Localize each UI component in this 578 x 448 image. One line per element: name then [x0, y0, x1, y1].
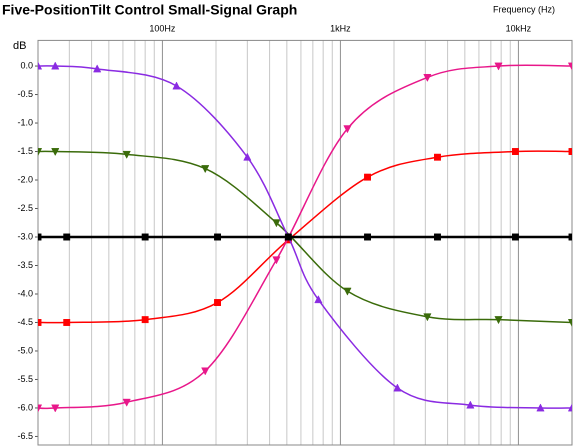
marker — [423, 313, 432, 322]
y-tick-label: -4.0 — [17, 288, 33, 298]
y-tick-label: -5.0 — [17, 345, 33, 355]
marker — [38, 233, 42, 241]
marker — [51, 148, 60, 157]
marker — [201, 165, 210, 174]
marker — [567, 403, 572, 412]
marker — [141, 233, 149, 241]
marker — [343, 287, 352, 296]
y-tick-label: -3.5 — [17, 260, 33, 270]
y-tick-label: -5.5 — [17, 374, 33, 384]
marker — [423, 73, 432, 82]
plot-frame — [37, 39, 573, 446]
marker — [272, 219, 281, 228]
marker — [567, 62, 572, 71]
marker — [201, 367, 210, 376]
marker — [93, 64, 102, 73]
marker — [63, 233, 71, 241]
marker — [536, 403, 545, 412]
marker — [343, 125, 352, 134]
marker — [364, 233, 371, 241]
marker — [314, 295, 323, 304]
marker — [122, 398, 131, 407]
marker — [466, 400, 475, 409]
marker — [38, 404, 43, 413]
marker — [141, 316, 149, 324]
marker — [63, 319, 71, 326]
marker — [214, 233, 221, 241]
y-tick-label: -1.5 — [17, 146, 33, 156]
marker — [122, 150, 131, 159]
marker — [494, 316, 503, 325]
marker — [434, 153, 441, 161]
x-tick-label: 100Hz — [149, 23, 176, 33]
marker — [393, 383, 402, 392]
marker — [38, 319, 42, 326]
marker — [494, 62, 503, 71]
y-tick-label: -2.5 — [17, 203, 33, 213]
marker — [243, 152, 252, 161]
x-tick-label: 10kHz — [506, 23, 532, 33]
y-tick-label: -6.5 — [17, 431, 33, 441]
marker — [567, 319, 572, 328]
y-tick-label: -2.0 — [17, 174, 33, 184]
y-tick-label: -1.0 — [17, 117, 33, 127]
marker — [434, 233, 441, 241]
marker — [284, 233, 292, 241]
marker — [568, 233, 572, 241]
chart-title: Five-PositionTilt Control Small-Signal G… — [2, 2, 297, 18]
marker — [38, 61, 43, 70]
x-axis-label: Frequency (Hz) — [493, 4, 555, 14]
y-tick-label: -4.5 — [17, 317, 33, 327]
y-tick-label: -6.0 — [17, 402, 33, 412]
marker — [38, 148, 43, 157]
marker — [51, 61, 60, 70]
marker — [511, 233, 519, 241]
marker — [272, 256, 281, 265]
marker — [214, 299, 221, 306]
marker — [568, 148, 572, 155]
x-tick-label: 1kHz — [330, 23, 351, 33]
marker — [511, 148, 519, 155]
y-tick-label: -3.0 — [17, 231, 33, 241]
marker — [51, 404, 60, 413]
y-tick-label: -0.5 — [17, 89, 33, 99]
y-axis-label: dB — [13, 40, 26, 52]
marker — [364, 173, 371, 181]
y-tick-label: 0.0 — [20, 60, 33, 70]
marker — [172, 81, 181, 90]
